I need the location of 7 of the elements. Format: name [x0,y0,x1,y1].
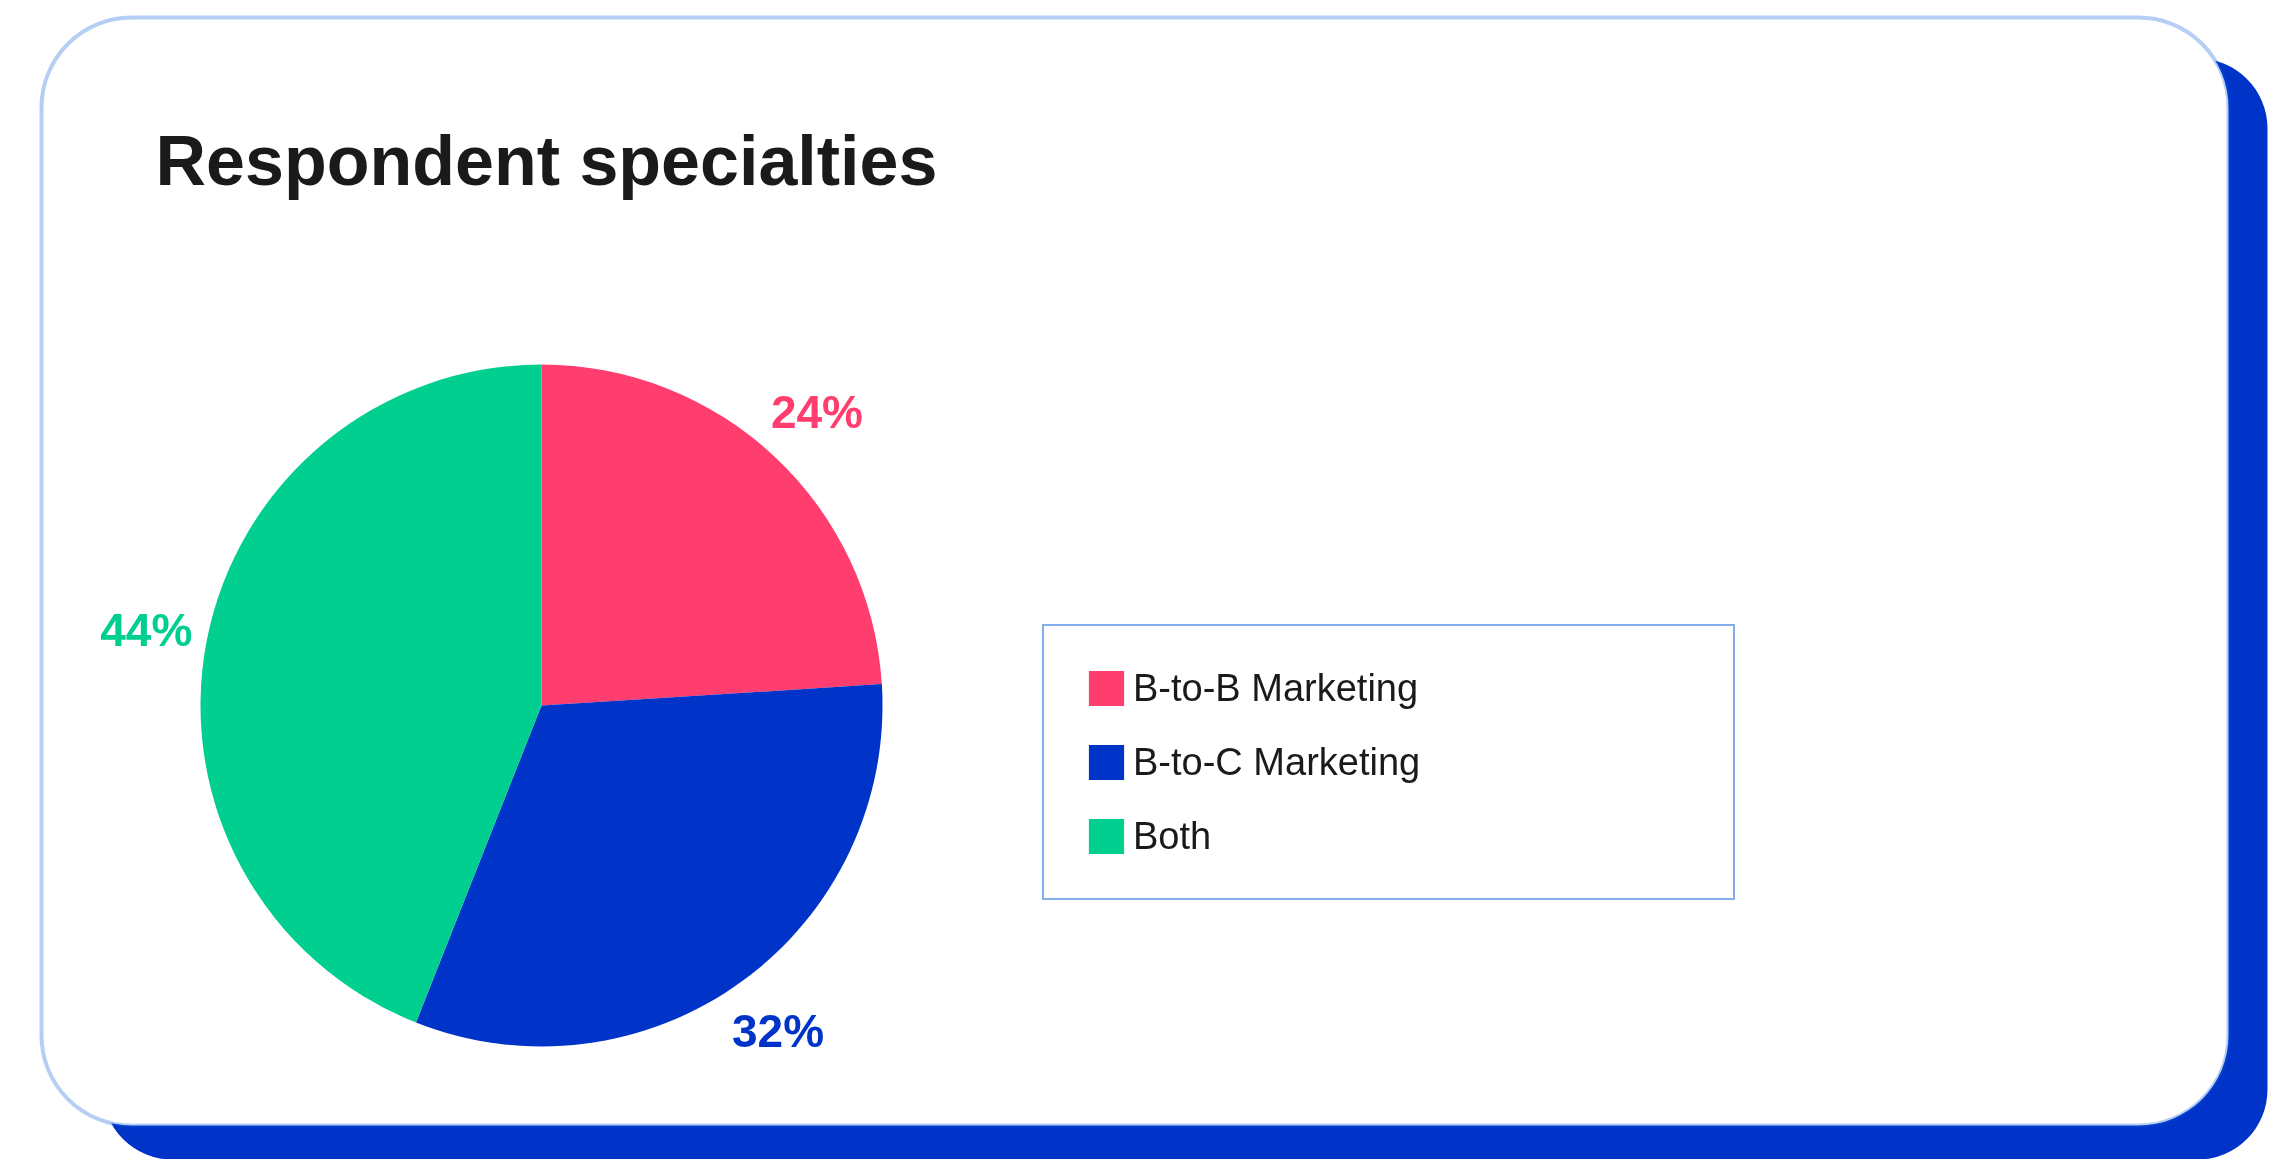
legend-label: B-to-C Marketing [1133,740,1422,784]
data-label: 24% [770,386,863,439]
chart-title: Respondent specialties [155,121,938,200]
legend-label: B-to-B Marketing [1133,666,1420,710]
legend-label: Both [1133,814,1213,858]
data-label: 32% [731,1005,825,1058]
data-label: 44% [100,604,193,657]
